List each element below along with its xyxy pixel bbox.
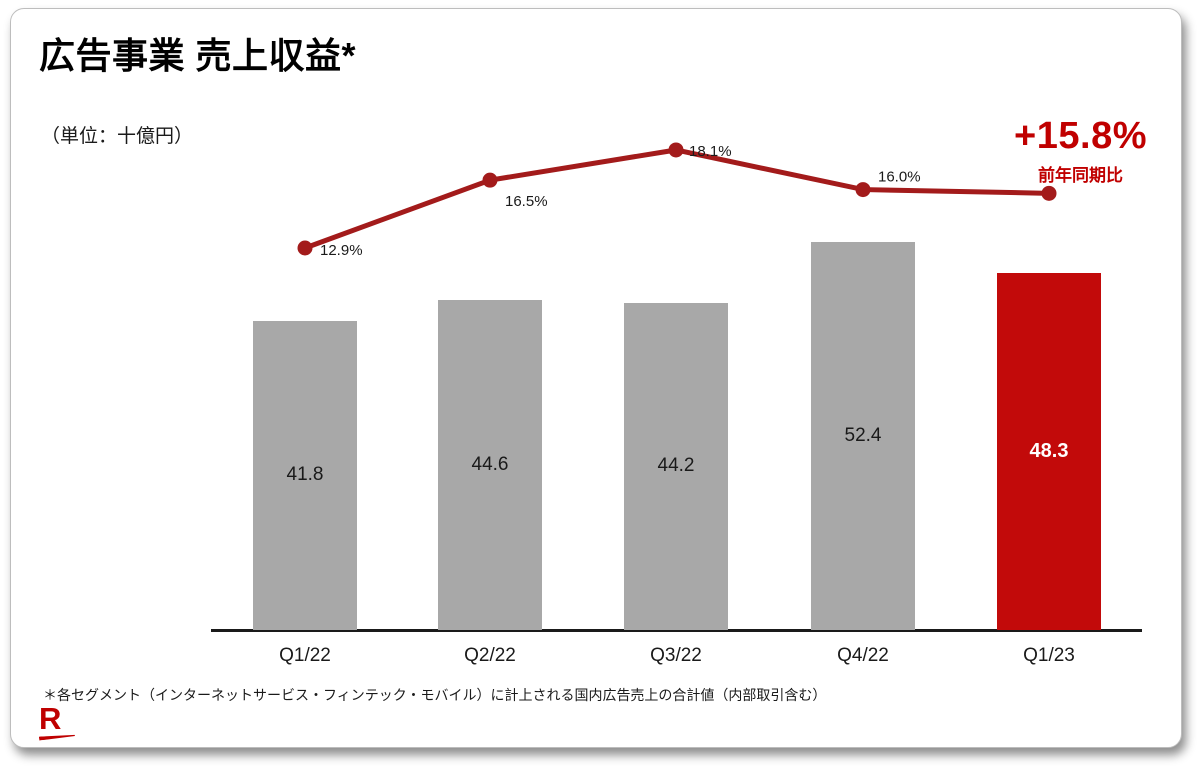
x-tick-Q1/23: Q1/23 [1023,645,1075,666]
page-title: 広告事業 売上収益* [39,35,357,76]
yoy-point-Q4/22 [855,182,871,198]
rakuten-logo: R [39,703,83,739]
bar-value-label: 48.3 [1029,439,1069,462]
x-axis-line [211,629,1142,632]
bar-Q2/22: 44.6 [438,299,542,630]
yoy-highlight-label: 前年同期比 [1038,165,1124,185]
yoy-point-Q3/22 [668,142,684,158]
x-tick-Q2/22: Q2/22 [464,645,516,666]
bar-value-label: 44.6 [471,453,509,475]
x-tick-Q1/22: Q1/22 [279,645,331,666]
unit-label: （単位：十億円） [41,126,194,147]
bar-Q3/22: 44.2 [624,302,728,630]
yoy-point-label: 16.5% [505,193,548,210]
x-tick-Q4/22: Q4/22 [837,645,889,666]
bar-value-label: 52.4 [844,425,882,447]
yoy-point-Q1/22 [297,240,313,256]
x-tick-Q3/22: Q3/22 [650,645,702,666]
bar-value-label: 44.2 [657,455,695,477]
yoy-point-label: 18.1% [689,143,732,160]
yoy-line [304,147,1050,251]
revenue-chart: 12.9% 16.5% 18.1% 16.0% 41.8 44.6 44.2 52.4 48.… [11,9,1181,747]
yoy-point-Q1/23 [1041,185,1057,201]
bar-Q4/22: 52.4 [811,242,915,630]
bar-Q1/22: 41.8 [253,320,357,630]
yoy-point-Q2/22 [482,172,498,188]
bar-Q1/23: 48.3 [997,272,1101,630]
slide-card: 広告事業 売上収益* （単位：十億円） +15.8% 前年同期比 12.9% 16… [10,8,1182,748]
yoy-point-label: 12.9% [320,242,363,259]
footnote: ＊各セグメント（インターネットサービス・フィンテック・モバイル）に計上される国内… [43,687,827,703]
yoy-point-label: 16.0% [878,169,921,186]
rakuten-r-icon: R [39,701,62,736]
bar-value-label: 41.8 [286,464,324,486]
